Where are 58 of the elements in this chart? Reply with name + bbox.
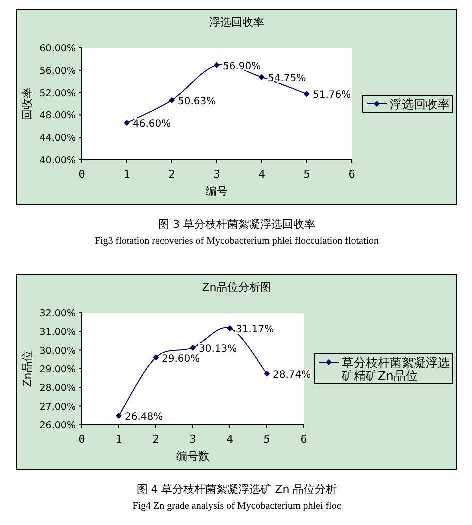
data-label: 46.60% <box>133 119 172 130</box>
x-tick-label: 6 <box>348 168 356 181</box>
data-label: 26.48% <box>125 412 164 424</box>
x-tick-label: 2 <box>168 168 176 181</box>
x-tick-label: 6 <box>300 433 308 446</box>
y-axis-title: 回收率 <box>21 88 34 120</box>
point <box>116 413 122 420</box>
x-tick-label: 4 <box>226 433 234 446</box>
y-tick-label: 29.00% <box>40 364 76 376</box>
y-tick-label: 60.00% <box>40 44 76 54</box>
y-tick-label: 52.00% <box>40 88 76 100</box>
legend-label: 草分枝杆菌絮凝浮选矿精矿Zn品位 <box>341 356 450 383</box>
x-tick-label: 0 <box>78 168 86 181</box>
caption: 图 4 草分枝杆菌絮凝浮选矿 Zn 品位分析 <box>136 483 338 496</box>
point <box>124 120 130 126</box>
point <box>214 62 220 68</box>
data-label: 28.74% <box>273 370 312 381</box>
x-tick-label: 1 <box>124 168 130 181</box>
x-tick-label: 0 <box>78 433 86 446</box>
point <box>227 325 233 332</box>
x-tick-label: 4 <box>258 168 266 181</box>
data-label: 51.76% <box>313 90 352 102</box>
caption: 图 3 草分枝杆菌絮凝浮选回收率 <box>158 218 316 231</box>
y-tick-label: 31.00% <box>40 327 76 338</box>
data-label: 29.60% <box>162 354 200 365</box>
y-tick-label: 30.00% <box>40 346 76 357</box>
point <box>153 354 159 361</box>
legend-label: 浮选回收率 <box>390 98 450 112</box>
point <box>190 344 196 351</box>
y-tick-label: 28.00% <box>40 383 76 394</box>
data-label: 30.13% <box>199 344 238 355</box>
y-tick-label: 40.00% <box>40 156 76 166</box>
chart-title: 浮选回收率 <box>210 16 264 29</box>
data-label: 50.63% <box>178 96 216 108</box>
x-tick-label: 1 <box>116 433 122 446</box>
point <box>264 370 270 377</box>
data-label: 31.17% <box>236 324 274 336</box>
x-tick-label: 5 <box>304 168 310 181</box>
chart-title: Zn品位分析图 <box>202 281 272 294</box>
y-tick-label: 48.00% <box>40 110 76 122</box>
y-tick-label: 32.00% <box>40 308 76 320</box>
caption: Fig4 Zn grade analysis of Mycobacterium phlei floc <box>132 501 342 512</box>
x-axis-title: 编号数 <box>176 450 210 463</box>
point <box>259 74 265 80</box>
x-axis-title: 编号 <box>206 185 228 198</box>
point <box>304 91 310 98</box>
point <box>169 97 175 104</box>
y-tick-label: 27.00% <box>40 402 76 413</box>
x-tick-label: 2 <box>152 433 160 446</box>
caption: Fig3 flotation recoveries of Mycobacterium phlei flocculation flotation <box>94 236 380 247</box>
y-tick-label: 44.00% <box>40 133 76 144</box>
y-tick-label: 26.00% <box>40 420 76 432</box>
y-tick-label: 56.00% <box>40 66 76 77</box>
x-tick-label: 3 <box>190 433 196 446</box>
x-tick-label: 3 <box>214 168 220 181</box>
x-tick-label: 5 <box>264 433 270 446</box>
data-label: 54.75% <box>268 73 306 84</box>
y-axis-title: Zn品位 <box>21 350 34 388</box>
